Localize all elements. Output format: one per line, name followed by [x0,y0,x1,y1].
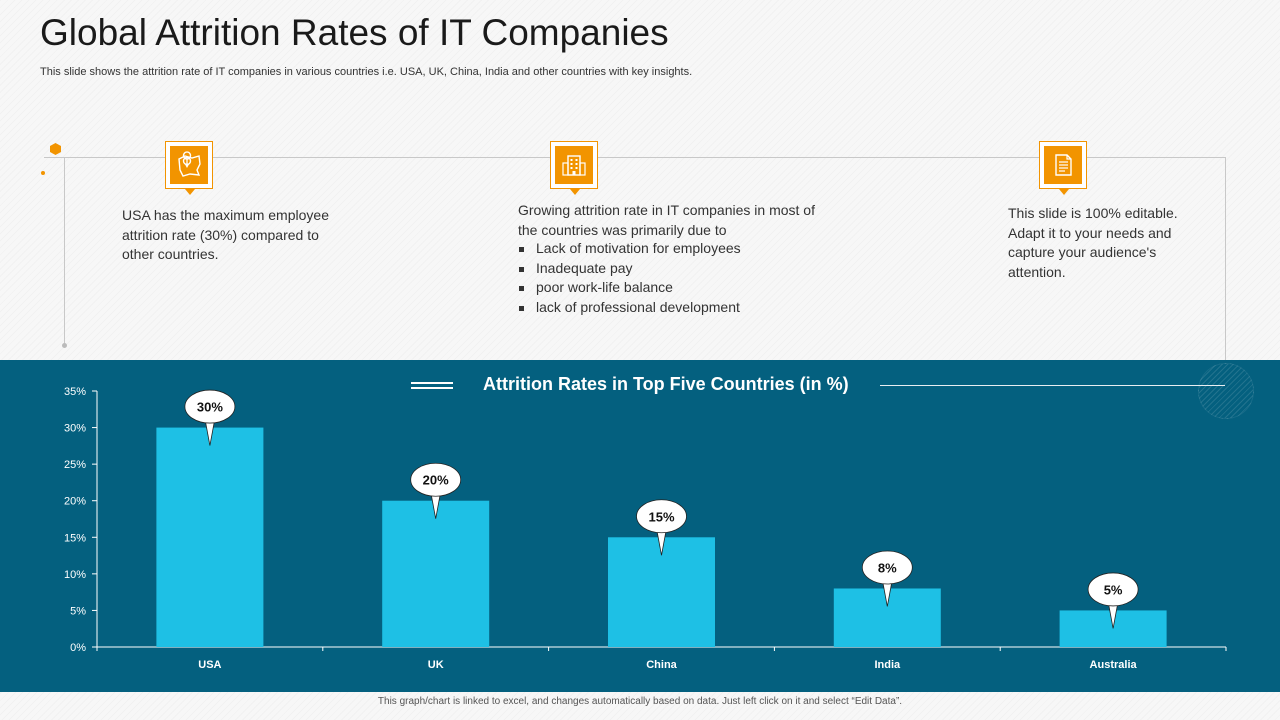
x-tick-label: Australia [1090,659,1138,671]
data-label: 5% [1104,582,1123,597]
document-icon [1055,154,1072,176]
title-double-line [411,382,453,389]
data-label-bubble [410,462,462,497]
decorative-circle [1198,363,1254,419]
insight-growth-intro: Growing attrition rate in IT companies i… [518,202,815,238]
data-label: 30% [197,400,223,415]
bar-usa [156,427,264,647]
office-building-icon [562,155,586,176]
data-label-bubble [1087,572,1139,607]
y-tick-label: 35% [64,386,86,398]
y-tick-label: 25% [64,459,86,471]
icon-pointer [185,189,195,195]
x-tick-label: China [646,659,677,671]
insight-growth-bullets: Lack of motivation for employees Inadequ… [518,239,741,317]
x-tick-label: India [874,659,901,671]
bar-uk [382,500,490,647]
page-subtitle: This slide shows the attrition rate of I… [40,66,693,78]
x-tick-label: UK [428,659,444,671]
insight-icon-box-1 [165,141,213,195]
data-label: 20% [423,473,449,488]
bullet-item: Lack of motivation for employees [518,239,741,259]
data-label-bubble [184,389,236,424]
bullet-item: poor work-life balance [518,278,741,298]
callout-joint [882,577,892,583]
callout-joint [431,489,441,495]
y-tick-label: 20% [64,496,86,508]
callout-joint [1108,599,1118,605]
data-label: 8% [878,560,897,575]
insight-usa-text: USA has the maximum employee attrition r… [122,207,329,262]
title-rule [880,385,1225,386]
hexagon-marker-icon [50,143,61,155]
timeline-line [44,157,1226,158]
accent-dot [41,171,45,175]
insight-editable-text: This slide is 100% editable. Adapt it to… [1008,205,1178,280]
y-tick-label: 10% [64,569,86,581]
y-tick-label: 5% [70,605,86,617]
bullet-item: lack of professional development [518,298,741,318]
footer-note: This graph/chart is linked to excel, and… [377,696,903,707]
bar-chart[interactable]: 0% 5% 10% 15% 20% 25% 30% 35% USA 30% UK 20% China 15… [0,360,1280,692]
icon-pointer [570,189,580,195]
insight-icon-box-2 [550,141,598,195]
data-label-bubble [861,550,913,585]
bar-china [608,537,715,647]
timeline-right-drop [1225,157,1226,387]
y-tick-label: 15% [64,532,86,544]
chart-title: Attrition Rates in Top Five Countries (i… [483,374,849,394]
chart-panel: Attrition Rates in Top Five Countries (i… [0,360,1280,692]
icon-pointer [1059,189,1069,195]
y-tick-label: 30% [64,423,86,435]
callout-joint [656,526,667,532]
page-title: Global Attrition Rates of IT Companies [40,12,669,53]
x-tick-label: USA [198,659,221,671]
data-label: 15% [648,509,674,524]
timeline-end-dot [62,343,67,348]
bullet-item: Inadequate pay [518,259,741,279]
insight-icon-box-3 [1039,141,1087,195]
callout-joint [205,416,215,422]
y-tick-label: 0% [70,642,86,654]
map-pin-icon [178,151,201,177]
timeline-left-drop [64,157,65,345]
data-label-bubble [636,499,687,534]
